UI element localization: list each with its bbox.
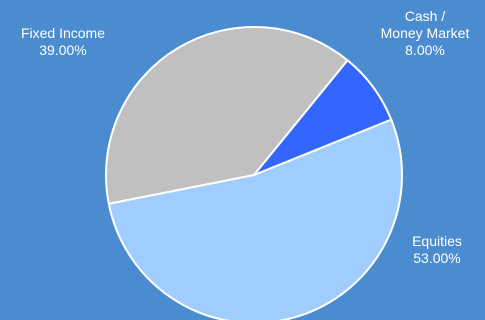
- pie-slice-equities: [107, 118, 403, 320]
- pie-slice-fixed-income: [105, 26, 349, 205]
- slice-label-fixed-income: Fixed Income 39.00%: [21, 25, 105, 58]
- slice-name-fixed-income: Fixed Income: [21, 25, 105, 41]
- slice-label-cash-money-market: Cash / Money Market 8.00%: [381, 8, 470, 58]
- slice-name-equities: Equities: [412, 233, 462, 249]
- slice-value-fixed-income: 39.00%: [39, 42, 86, 58]
- slice-label-equities: Equities 53.00%: [412, 233, 462, 266]
- slice-value-equities: 53.00%: [413, 250, 460, 266]
- slice-value-cash-money-market: 8.00%: [405, 42, 445, 58]
- slice-name-cash-money-market: Cash /: [405, 8, 446, 24]
- slice-name-cash-money-market: Money Market: [381, 25, 470, 41]
- pie-slice-cash-money-market: [253, 59, 393, 176]
